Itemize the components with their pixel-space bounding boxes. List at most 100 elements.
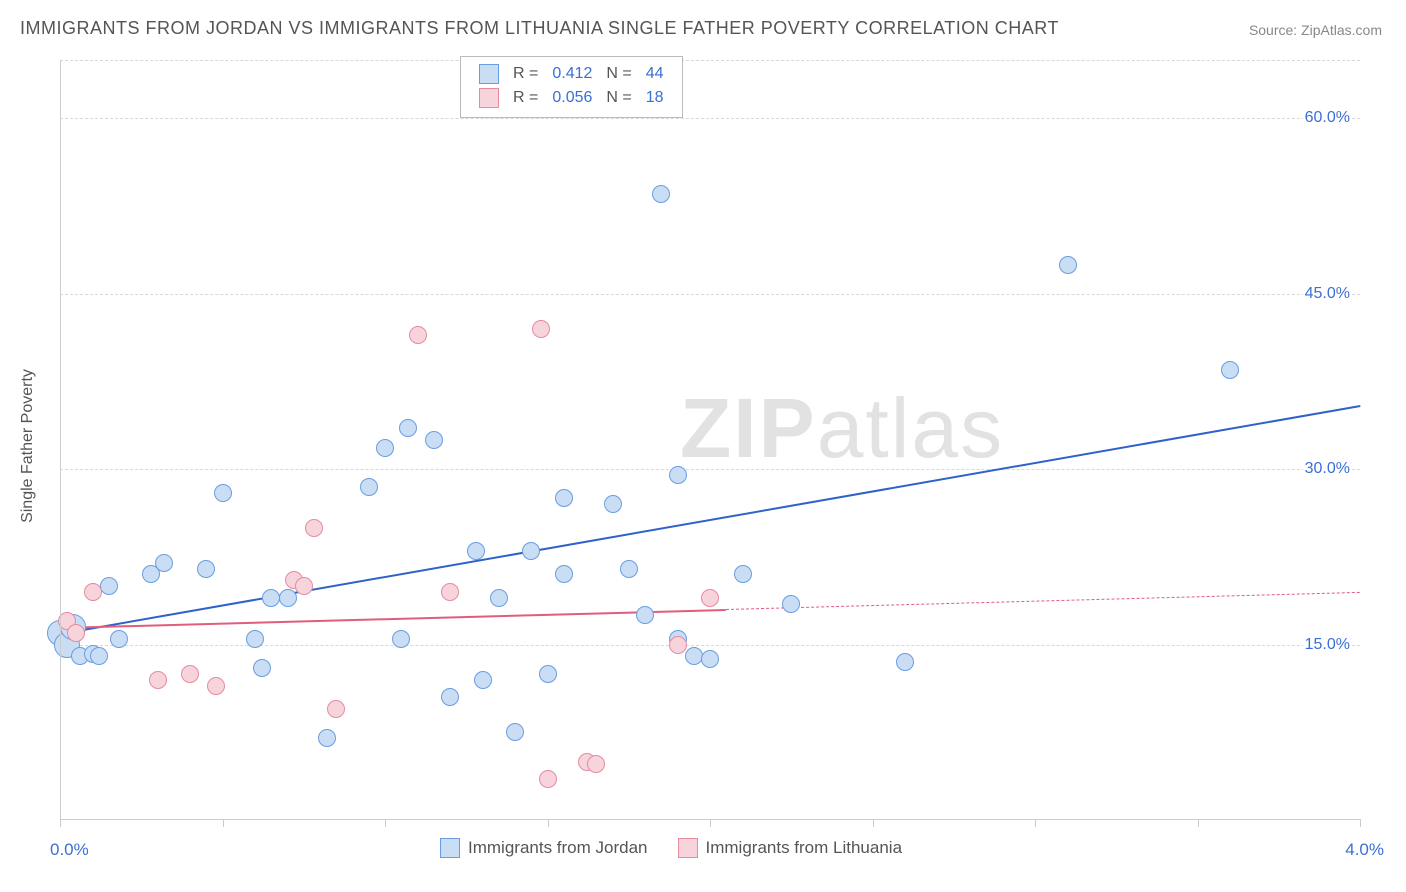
gridline — [60, 294, 1360, 295]
chart-title: IMMIGRANTS FROM JORDAN VS IMMIGRANTS FRO… — [20, 18, 1059, 39]
watermark: ZIPatlas — [680, 380, 1004, 477]
scatter-point-jordan — [214, 484, 232, 502]
scatter-point-jordan — [490, 589, 508, 607]
legend-swatch — [678, 838, 698, 858]
watermark-atlas: atlas — [817, 381, 1004, 475]
trend-line-lithuania — [60, 609, 726, 627]
scatter-point-jordan — [376, 439, 394, 457]
scatter-point-jordan — [636, 606, 654, 624]
scatter-point-jordan — [425, 431, 443, 449]
legend-swatch — [440, 838, 460, 858]
scatter-point-lithuania — [669, 636, 687, 654]
scatter-point-jordan — [522, 542, 540, 560]
scatter-point-jordan — [474, 671, 492, 689]
scatter-point-jordan — [1059, 256, 1077, 274]
gridline — [60, 469, 1360, 470]
scatter-point-jordan — [701, 650, 719, 668]
scatter-point-jordan — [392, 630, 410, 648]
scatter-point-jordan — [197, 560, 215, 578]
scatter-point-jordan — [734, 565, 752, 583]
r-value: 0.056 — [546, 87, 598, 109]
scatter-point-jordan — [555, 489, 573, 507]
n-value: 18 — [640, 87, 670, 109]
r-value: 0.412 — [546, 63, 598, 85]
scatter-point-jordan — [155, 554, 173, 572]
plot-area: ZIPatlas R =0.412N =44R =0.056N =18 15.0… — [60, 60, 1360, 820]
x-axis-max-label: 4.0% — [1345, 840, 1384, 860]
source-label: Source: ZipAtlas.com — [1249, 22, 1382, 38]
scatter-point-jordan — [279, 589, 297, 607]
gridline — [60, 118, 1360, 119]
scatter-point-jordan — [360, 478, 378, 496]
x-tick — [60, 819, 61, 827]
scatter-point-lithuania — [181, 665, 199, 683]
watermark-zip: ZIP — [680, 381, 817, 475]
stats-row: R =0.412N =44 — [473, 63, 670, 85]
scatter-point-jordan — [652, 185, 670, 203]
stats-legend: R =0.412N =44R =0.056N =18 — [460, 56, 683, 118]
scatter-point-lithuania — [409, 326, 427, 344]
y-tick-label: 30.0% — [1303, 460, 1352, 478]
legend-label: Immigrants from Lithuania — [706, 838, 903, 858]
x-tick — [710, 819, 711, 827]
y-tick-label: 45.0% — [1303, 285, 1352, 303]
scatter-point-jordan — [539, 665, 557, 683]
scatter-point-lithuania — [305, 519, 323, 537]
x-tick — [1198, 819, 1199, 827]
scatter-point-lithuania — [441, 583, 459, 601]
scatter-point-lithuania — [587, 755, 605, 773]
y-tick-label: 15.0% — [1303, 636, 1352, 654]
x-tick — [223, 819, 224, 827]
scatter-point-jordan — [318, 729, 336, 747]
legend-item-jordan: Immigrants from Jordan — [440, 838, 648, 858]
scatter-point-jordan — [620, 560, 638, 578]
scatter-point-lithuania — [84, 583, 102, 601]
scatter-point-lithuania — [327, 700, 345, 718]
legend-swatch — [479, 64, 499, 84]
trend-line-lithuania — [726, 592, 1360, 609]
scatter-point-lithuania — [532, 320, 550, 338]
scatter-point-jordan — [685, 647, 703, 665]
scatter-point-jordan — [110, 630, 128, 648]
stats-table: R =0.412N =44R =0.056N =18 — [471, 61, 672, 111]
scatter-point-lithuania — [539, 770, 557, 788]
legend-label: Immigrants from Jordan — [468, 838, 648, 858]
y-axis-label: Single Father Poverty — [19, 369, 37, 523]
scatter-point-jordan — [253, 659, 271, 677]
n-label: N = — [600, 63, 637, 85]
stats-row: R =0.056N =18 — [473, 87, 670, 109]
x-tick — [1360, 819, 1361, 827]
n-label: N = — [600, 87, 637, 109]
scatter-point-jordan — [100, 577, 118, 595]
scatter-point-jordan — [555, 565, 573, 583]
scatter-point-lithuania — [295, 577, 313, 595]
scatter-point-jordan — [441, 688, 459, 706]
scatter-point-lithuania — [67, 624, 85, 642]
scatter-point-jordan — [246, 630, 264, 648]
x-axis-min-label: 0.0% — [50, 840, 89, 860]
r-label: R = — [507, 87, 544, 109]
series-legend: Immigrants from Jordan Immigrants from Li… — [440, 838, 902, 858]
x-tick — [548, 819, 549, 827]
scatter-point-lithuania — [701, 589, 719, 607]
scatter-point-jordan — [604, 495, 622, 513]
x-tick — [385, 819, 386, 827]
n-value: 44 — [640, 63, 670, 85]
scatter-point-jordan — [1221, 361, 1239, 379]
scatter-point-jordan — [506, 723, 524, 741]
legend-swatch — [479, 88, 499, 108]
x-tick — [1035, 819, 1036, 827]
scatter-point-lithuania — [207, 677, 225, 695]
legend-item-lithuania: Immigrants from Lithuania — [678, 838, 903, 858]
scatter-point-jordan — [399, 419, 417, 437]
scatter-point-jordan — [896, 653, 914, 671]
x-tick — [873, 819, 874, 827]
y-tick-label: 60.0% — [1303, 109, 1352, 127]
scatter-point-jordan — [782, 595, 800, 613]
scatter-point-jordan — [90, 647, 108, 665]
scatter-point-jordan — [669, 466, 687, 484]
scatter-point-lithuania — [149, 671, 167, 689]
gridline — [60, 60, 1360, 61]
scatter-point-jordan — [467, 542, 485, 560]
y-axis — [60, 60, 61, 819]
